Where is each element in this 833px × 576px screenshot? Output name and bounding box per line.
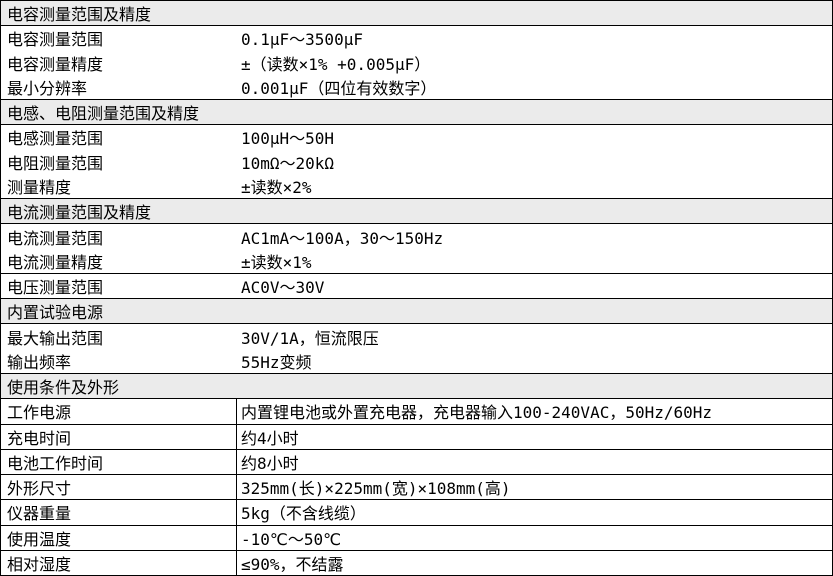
section-header-capacitance: 电容测量范围及精度 (1, 1, 832, 27)
spec-label: 测量精度 (7, 177, 72, 197)
spec-label: 仪器重量 (1, 500, 237, 525)
spec-value: 100μH～50H (241, 129, 335, 149)
section-header-current: 电流测量范围及精度 (1, 199, 832, 225)
section-header-text: 电感、电阻测量范围及精度 (7, 104, 200, 124)
spec-value: 325mm(长)×225mm(宽)×108mm(高) (241, 479, 511, 499)
spec-value: 内置锂电池或外置充电器，充电器输入100-240VAC，50Hz/60Hz (241, 403, 713, 423)
section-header-usage-conditions: 使用条件及外形 (1, 373, 832, 400)
spec-value: 0.001μF（四位有效数字） (241, 78, 437, 98)
spec-row-max-output: 最大输出范围 30V/1A，恒流限压 (1, 324, 832, 348)
spec-value: ±（读数×1% +0.005μF） (241, 54, 431, 74)
spec-value: 10mΩ～20kΩ (241, 153, 335, 173)
spec-label: 最小分辨率 (7, 78, 88, 98)
section-header-power-supply: 内置试验电源 (1, 299, 832, 325)
spec-label: 电阻测量范围 (7, 153, 104, 173)
spec-row-working-power: 工作电源 内置锂电池或外置充电器，充电器输入100-240VAC，50Hz/60… (1, 399, 832, 425)
spec-row-operating-temperature: 使用温度 -10℃～50℃ (1, 525, 832, 551)
spec-label: 使用温度 (1, 525, 237, 550)
spec-label: 相对湿度 (1, 550, 237, 575)
section-header-text: 电流测量范围及精度 (7, 203, 152, 223)
section-header-text: 电容测量范围及精度 (7, 5, 152, 25)
spec-row-capacitance-range: 电容测量范围 0.1μF～3500μF (1, 26, 832, 50)
spec-label: 电流测量范围 (7, 228, 104, 248)
spec-value: 约4小时 (241, 428, 299, 448)
spec-label: 工作电源 (1, 399, 237, 424)
spec-value: AC0V～30V (241, 278, 325, 298)
spec-row-battery-time: 电池工作时间 约8小时 (1, 449, 832, 476)
spec-row-current-accuracy: 电流测量精度 ±读数×1% (1, 249, 832, 274)
spec-value: 0.1μF～3500μF (241, 30, 363, 50)
spec-row-output-frequency: 输出频率 55Hz变频 (1, 349, 832, 374)
spec-label: 最大输出范围 (7, 328, 104, 348)
spec-row-weight: 仪器重量 5kg（不含线缆） (1, 500, 832, 526)
spec-row-measure-accuracy: 测量精度 ±读数×2% (1, 174, 832, 200)
spec-label: 电容测量精度 (7, 54, 104, 74)
spec-value: AC1mA～100A，30～150Hz (241, 228, 444, 248)
spec-row-relative-humidity: 相对湿度 ≤90%，不结露 (1, 550, 832, 575)
spec-value: -10℃～50℃ (241, 529, 342, 549)
spec-label: 充电时间 (1, 424, 237, 449)
spec-label: 外形尺寸 (1, 475, 237, 500)
spec-value: ≤90%，不结露 (241, 554, 344, 574)
spec-row-capacitance-accuracy: 电容测量精度 ±（读数×1% +0.005μF） (1, 51, 832, 75)
spec-label: 输出频率 (7, 352, 72, 372)
spec-row-resistance-range: 电阻测量范围 10mΩ～20kΩ (1, 150, 832, 174)
spec-row-dimensions: 外形尺寸 325mm(长)×225mm(宽)×108mm(高) (1, 475, 832, 501)
spec-label: 电池工作时间 (1, 449, 237, 475)
section-header-text: 使用条件及外形 (7, 378, 120, 398)
spec-row-inductance-range: 电感测量范围 100μH～50H (1, 125, 832, 149)
spec-label: 电压测量范围 (7, 278, 104, 298)
spec-value: 55Hz变频 (241, 352, 312, 372)
spec-row-current-range: 电流测量范围 AC1mA～100A，30～150Hz (1, 224, 832, 248)
section-header-text: 内置试验电源 (7, 303, 104, 323)
spec-row-min-resolution: 最小分辨率 0.001μF（四位有效数字） (1, 75, 832, 101)
spec-value: 5kg（不含线缆） (241, 504, 366, 524)
spec-label: 电容测量范围 (7, 30, 104, 50)
spec-label: 电流测量精度 (7, 252, 104, 272)
section-header-inductance-resistance: 电感、电阻测量范围及精度 (1, 100, 832, 126)
spec-value: 约8小时 (241, 453, 299, 473)
spec-value: ±读数×2% (241, 177, 312, 197)
spec-value: 30V/1A，恒流限压 (241, 328, 379, 348)
spec-value: ±读数×1% (241, 252, 312, 272)
spec-row-voltage-range: 电压测量范围 AC0V～30V (1, 274, 832, 300)
spec-row-charge-time: 充电时间 约4小时 (1, 424, 832, 450)
spec-label: 电感测量范围 (7, 129, 104, 149)
